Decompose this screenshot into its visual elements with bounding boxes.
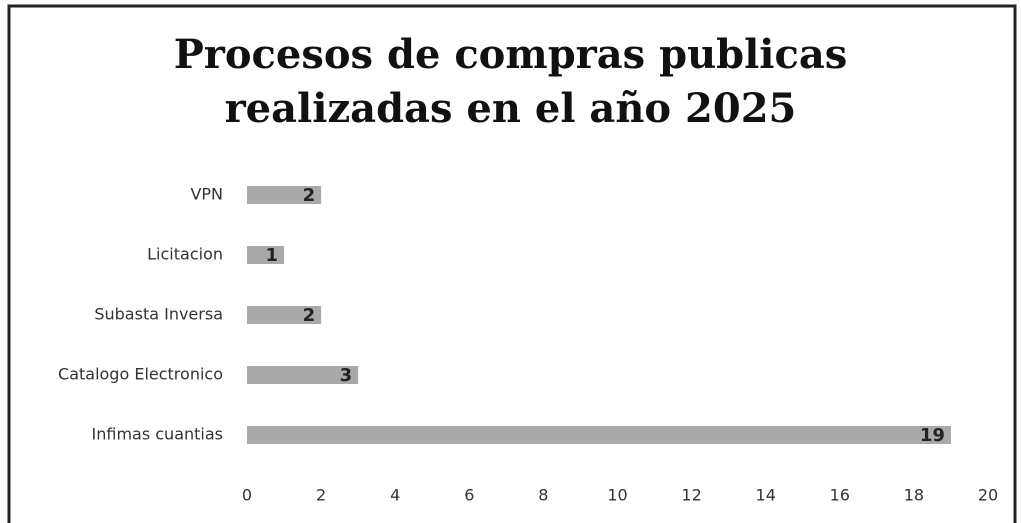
x-tick-label: 2 bbox=[316, 486, 326, 505]
x-tick-label: 8 bbox=[538, 486, 548, 505]
y-tick-label: Subasta Inversa bbox=[94, 305, 223, 324]
x-tick-label: 12 bbox=[681, 486, 701, 505]
value-label: 3 bbox=[340, 365, 353, 386]
bar bbox=[247, 246, 285, 264]
x-tick-label: 20 bbox=[978, 486, 998, 505]
x-tick-label: 18 bbox=[904, 486, 924, 505]
bar bbox=[247, 366, 359, 384]
chart-title: Procesos de compras publicas realizadas … bbox=[173, 31, 848, 132]
value-label: 19 bbox=[920, 425, 945, 446]
bar bbox=[247, 186, 322, 204]
title-box: Procesos de compras publicas realizadas … bbox=[0, 28, 1021, 136]
x-tick-label: 16 bbox=[830, 486, 850, 505]
bar bbox=[247, 426, 951, 444]
value-label: 1 bbox=[266, 245, 279, 266]
x-tick-label: 14 bbox=[756, 486, 776, 505]
value-label: 2 bbox=[303, 305, 316, 326]
border bbox=[7, 4, 1017, 523]
y-tick-label: Catalogo Electronico bbox=[58, 365, 223, 384]
x-tick-label: 0 bbox=[242, 486, 252, 505]
x-tick-label: 10 bbox=[607, 486, 627, 505]
bar bbox=[247, 306, 322, 324]
x-tick-label: 6 bbox=[464, 486, 474, 505]
x-tick-label: 4 bbox=[390, 486, 400, 505]
y-tick-label: Licitacion bbox=[147, 245, 223, 264]
y-tick-label: VPN bbox=[190, 185, 223, 204]
value-label: 2 bbox=[303, 185, 316, 206]
y-tick-label: Infimas cuantias bbox=[92, 425, 224, 444]
